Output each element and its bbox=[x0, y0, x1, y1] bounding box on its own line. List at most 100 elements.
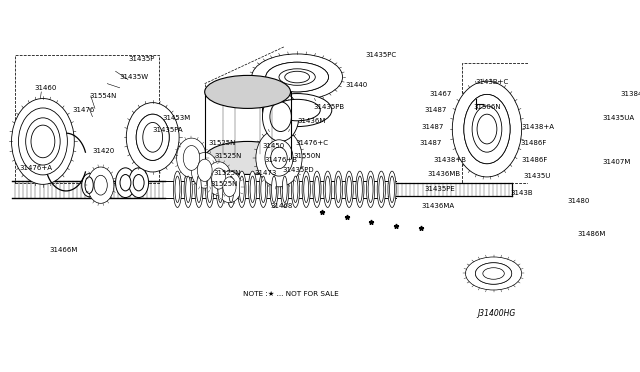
Ellipse shape bbox=[334, 171, 342, 208]
Ellipse shape bbox=[285, 71, 310, 83]
Ellipse shape bbox=[239, 176, 244, 202]
Text: 31525N: 31525N bbox=[211, 181, 238, 187]
Text: 31436MA: 31436MA bbox=[421, 203, 454, 209]
Ellipse shape bbox=[183, 145, 200, 170]
Ellipse shape bbox=[266, 62, 328, 92]
Ellipse shape bbox=[82, 174, 97, 197]
Text: 31554N: 31554N bbox=[89, 93, 116, 99]
Ellipse shape bbox=[324, 171, 332, 208]
Ellipse shape bbox=[205, 76, 291, 108]
Ellipse shape bbox=[464, 94, 510, 164]
Ellipse shape bbox=[280, 171, 289, 208]
Ellipse shape bbox=[262, 92, 299, 141]
Text: 31487: 31487 bbox=[421, 124, 444, 129]
Ellipse shape bbox=[304, 176, 308, 202]
Ellipse shape bbox=[282, 176, 287, 202]
Ellipse shape bbox=[26, 118, 60, 165]
Text: 31435U: 31435U bbox=[524, 173, 550, 179]
Ellipse shape bbox=[205, 171, 214, 208]
Text: 31486M: 31486M bbox=[578, 231, 606, 237]
Ellipse shape bbox=[379, 176, 384, 202]
Ellipse shape bbox=[271, 147, 287, 169]
Ellipse shape bbox=[206, 162, 231, 195]
Ellipse shape bbox=[196, 176, 202, 202]
Text: 31407M: 31407M bbox=[602, 159, 631, 165]
Text: 31435PB: 31435PB bbox=[314, 104, 345, 110]
Ellipse shape bbox=[274, 99, 320, 121]
Ellipse shape bbox=[88, 167, 114, 203]
Text: 31440: 31440 bbox=[345, 82, 367, 88]
Ellipse shape bbox=[345, 171, 353, 208]
Ellipse shape bbox=[136, 114, 169, 160]
Ellipse shape bbox=[270, 171, 278, 208]
Text: 31480: 31480 bbox=[568, 198, 590, 204]
Ellipse shape bbox=[259, 171, 268, 208]
Ellipse shape bbox=[357, 176, 362, 202]
Ellipse shape bbox=[228, 176, 234, 202]
Text: 31476+B: 31476+B bbox=[264, 157, 297, 163]
Ellipse shape bbox=[472, 106, 502, 152]
Text: 31476: 31476 bbox=[72, 107, 95, 113]
Ellipse shape bbox=[248, 171, 257, 208]
Ellipse shape bbox=[120, 174, 131, 191]
Ellipse shape bbox=[186, 176, 191, 202]
Ellipse shape bbox=[368, 176, 373, 202]
Ellipse shape bbox=[262, 94, 332, 126]
Ellipse shape bbox=[26, 118, 60, 165]
Text: 31466M: 31466M bbox=[49, 247, 78, 253]
Ellipse shape bbox=[377, 171, 385, 208]
Ellipse shape bbox=[94, 175, 108, 195]
Ellipse shape bbox=[476, 263, 512, 284]
Ellipse shape bbox=[270, 102, 291, 132]
Text: 31476+A: 31476+A bbox=[20, 165, 53, 171]
Ellipse shape bbox=[302, 171, 310, 208]
Text: 31460: 31460 bbox=[35, 85, 57, 91]
Ellipse shape bbox=[126, 103, 179, 172]
Ellipse shape bbox=[173, 171, 182, 208]
Ellipse shape bbox=[250, 176, 255, 202]
Ellipse shape bbox=[477, 114, 497, 144]
Ellipse shape bbox=[476, 263, 512, 284]
Bar bbox=[15, 55, 159, 183]
Text: J31400HG: J31400HG bbox=[477, 309, 516, 318]
Text: 31525N: 31525N bbox=[214, 153, 242, 159]
Text: 31525N: 31525N bbox=[208, 140, 236, 146]
Ellipse shape bbox=[19, 108, 67, 175]
Ellipse shape bbox=[31, 125, 55, 158]
Ellipse shape bbox=[207, 176, 212, 202]
Text: 31436M: 31436M bbox=[297, 118, 326, 124]
Ellipse shape bbox=[252, 54, 342, 100]
Ellipse shape bbox=[216, 171, 225, 208]
Ellipse shape bbox=[191, 153, 218, 188]
Text: 31506N: 31506N bbox=[474, 104, 501, 110]
Text: 31384A: 31384A bbox=[621, 90, 640, 97]
Ellipse shape bbox=[218, 171, 241, 203]
Ellipse shape bbox=[325, 176, 330, 202]
Ellipse shape bbox=[227, 171, 236, 208]
Ellipse shape bbox=[184, 171, 192, 208]
Ellipse shape bbox=[271, 176, 276, 202]
Ellipse shape bbox=[143, 122, 163, 152]
Text: 31450: 31450 bbox=[262, 142, 285, 148]
Ellipse shape bbox=[465, 257, 522, 290]
Text: 31438+A: 31438+A bbox=[522, 124, 555, 129]
Ellipse shape bbox=[12, 99, 74, 185]
Ellipse shape bbox=[336, 176, 341, 202]
Text: 31435P: 31435P bbox=[128, 56, 154, 62]
Text: 31438+B: 31438+B bbox=[433, 157, 467, 163]
Ellipse shape bbox=[175, 176, 180, 202]
Text: NOTE :★ ... NOT FOR SALE: NOTE :★ ... NOT FOR SALE bbox=[243, 291, 339, 297]
Ellipse shape bbox=[256, 129, 302, 187]
Text: 31525N: 31525N bbox=[213, 170, 240, 176]
Text: 31550N: 31550N bbox=[293, 153, 321, 159]
Ellipse shape bbox=[367, 171, 374, 208]
Text: 31453M: 31453M bbox=[163, 115, 191, 121]
Ellipse shape bbox=[291, 171, 300, 208]
Text: 31486F: 31486F bbox=[520, 140, 547, 146]
Ellipse shape bbox=[116, 168, 136, 198]
Text: 3143B: 3143B bbox=[510, 190, 532, 196]
Text: 31435W: 31435W bbox=[120, 74, 149, 80]
Text: 3143B+C: 3143B+C bbox=[476, 79, 509, 85]
Ellipse shape bbox=[279, 69, 316, 85]
Text: 31487: 31487 bbox=[419, 140, 442, 146]
